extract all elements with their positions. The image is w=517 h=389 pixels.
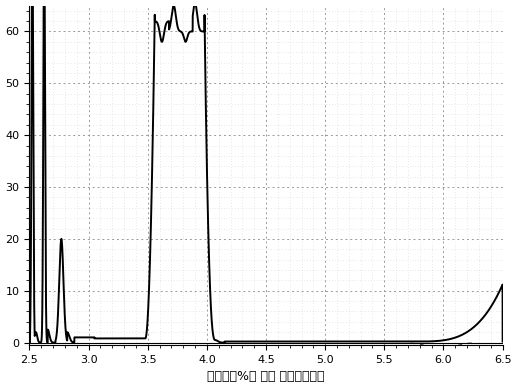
X-axis label: 透过率（%） 对应 波长（微米）: 透过率（%） 对应 波长（微米）	[207, 370, 325, 384]
